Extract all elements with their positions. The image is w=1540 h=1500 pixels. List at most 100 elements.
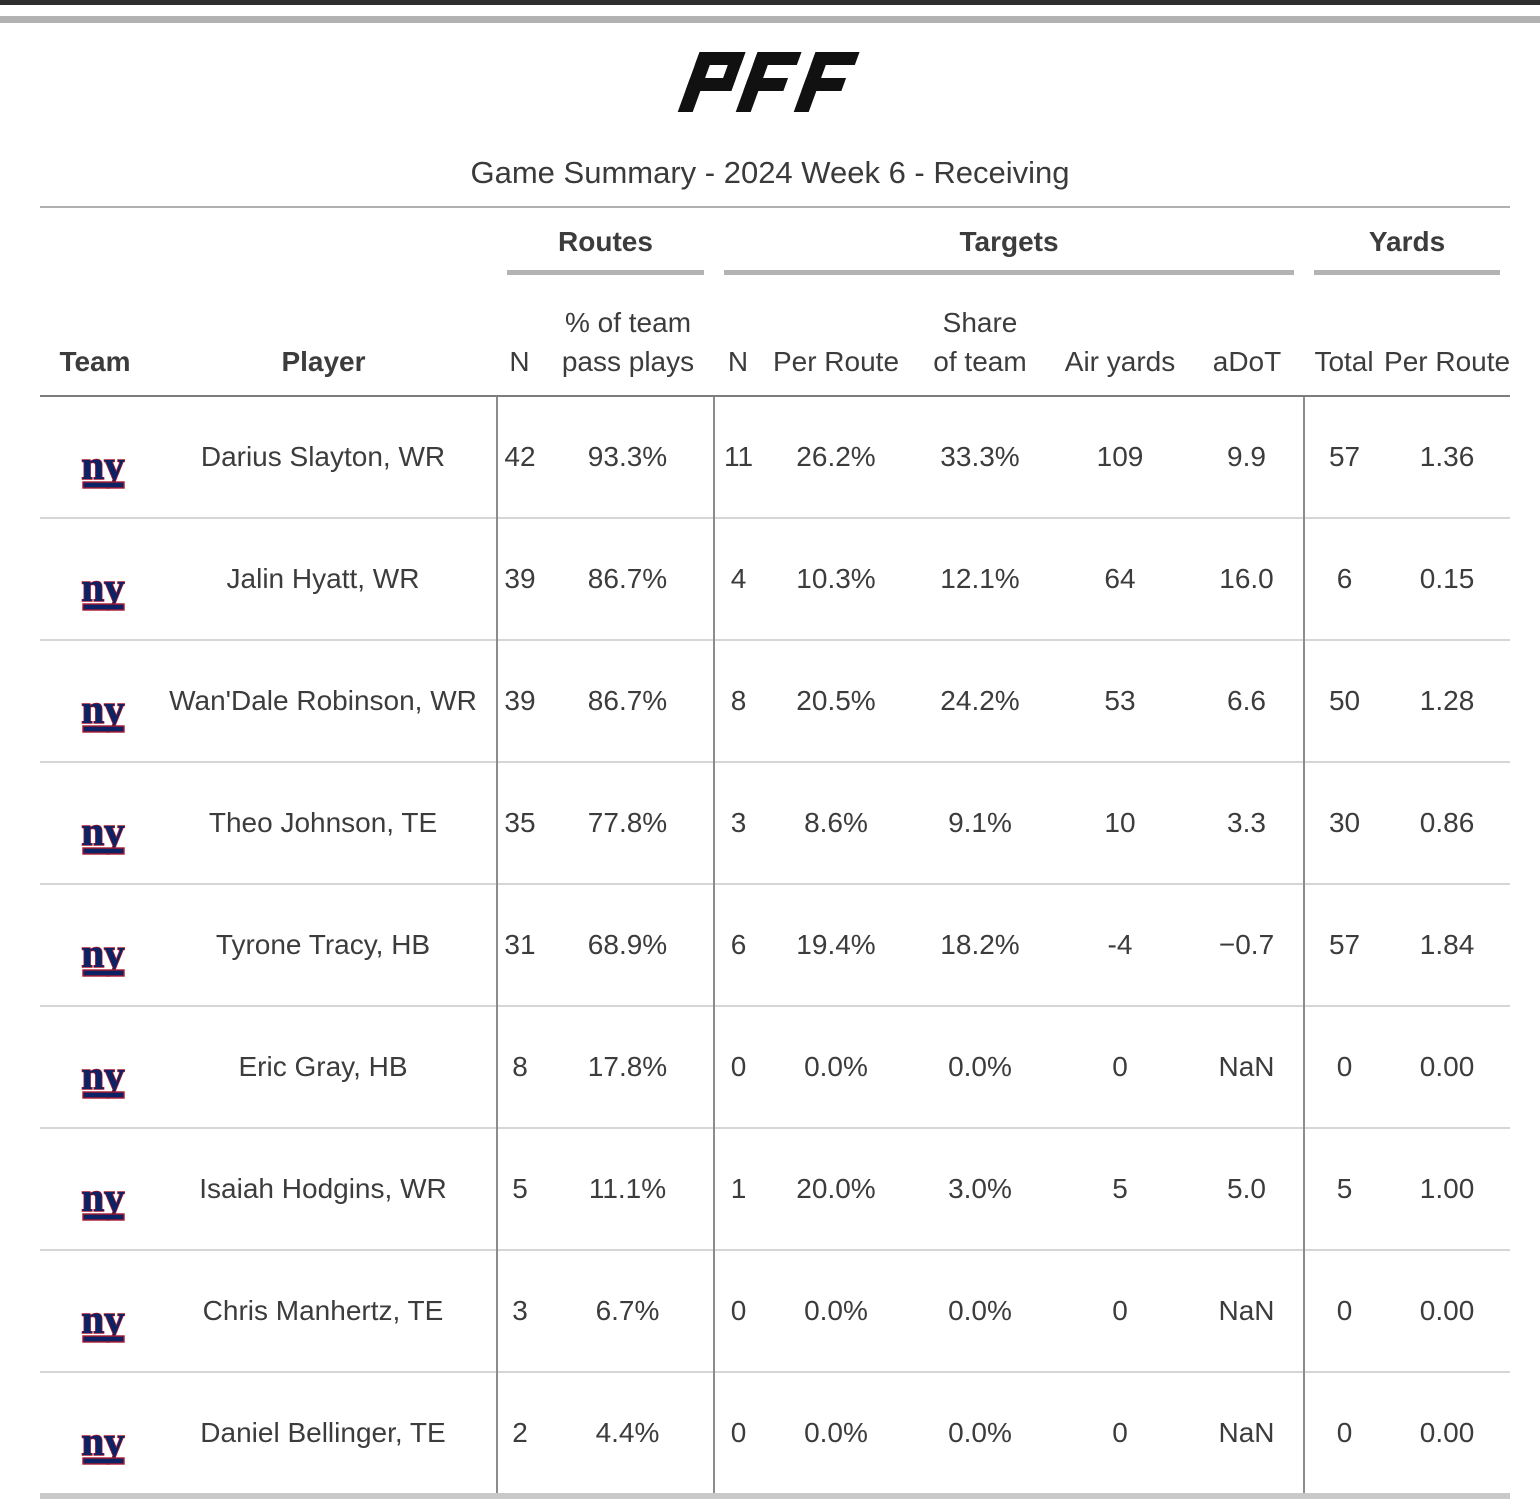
table-row: ny Tyrone Tracy, HB 31 68.9% 6 19.4% 18.2% -4−… — [40, 883, 1511, 1006]
team-cell: ny — [40, 1005, 150, 1128]
stat-cell: 11 — [713, 396, 762, 518]
stat-cell: 1.84 — [1384, 883, 1511, 1006]
svg-text:ny: ny — [81, 1422, 125, 1464]
player-cell: Eric Gray, HB — [150, 1005, 497, 1128]
stat-cell: 6.6 — [1190, 639, 1305, 762]
team-cell: ny — [40, 517, 150, 640]
table-row: ny Chris Manhertz, TE 3 6.7% 0 0.0% 0.0% 0 NaN 0… — [40, 1249, 1511, 1372]
team-cell: ny — [40, 1371, 150, 1493]
stat-cell: 0 — [1303, 1249, 1385, 1372]
table-row: ny Eric Gray, HB 8 17.8% 0 0.0% 0.0% 0 NaN 0 0.00 — [40, 1005, 1511, 1128]
stat-cell: 1.00 — [1384, 1127, 1511, 1250]
stat-cell: 6 — [1303, 517, 1385, 640]
player-cell: Chris Manhertz, TE — [150, 1249, 497, 1372]
stat-cell: 42 — [496, 396, 542, 518]
svg-text:ny: ny — [81, 446, 125, 488]
group-yards: Yards — [1304, 206, 1511, 275]
team-cell: ny — [40, 1249, 150, 1372]
column-header-row: Team Player N % of team pass plays N Per… — [40, 275, 1510, 397]
team-cell: ny — [40, 1127, 150, 1250]
stat-cell: 18.2% — [910, 883, 1050, 1006]
column-group-row: Routes Targets Yards — [40, 206, 1511, 275]
stat-cell: 39 — [496, 639, 542, 762]
player-cell: Tyrone Tracy, HB — [150, 883, 497, 1006]
stat-cell: NaN — [1190, 1005, 1305, 1128]
stat-cell: 0 — [1050, 1371, 1190, 1493]
svg-text:ny: ny — [81, 812, 125, 854]
stat-cell: 8 — [713, 639, 762, 762]
player-cell: Jalin Hyatt, WR — [150, 517, 497, 640]
stat-cell: 57 — [1303, 883, 1385, 1006]
player-cell: Darius Slayton, WR — [200, 441, 446, 472]
stat-cell: 64 — [1050, 517, 1190, 640]
stat-cell: 3 — [496, 1249, 542, 1372]
stat-cell: 31 — [496, 883, 542, 1006]
team-cell: ny — [40, 883, 150, 1006]
stat-cell: 4.4% — [542, 1371, 714, 1493]
top-divider-bar — [0, 16, 1540, 23]
stat-cell: 35 — [496, 761, 542, 884]
pff-logo — [677, 52, 860, 112]
stat-cell: 5 — [496, 1127, 542, 1250]
giants-logo: ny — [80, 807, 125, 855]
stat-cell: 39 — [496, 517, 542, 640]
stat-cell: 109 — [1096, 441, 1144, 472]
stat-cell: 1.36 — [1419, 441, 1475, 472]
giants-logo: ny — [80, 685, 125, 733]
svg-text:ny: ny — [81, 568, 125, 610]
giants-logo: ny — [80, 563, 125, 611]
svg-text:ny: ny — [81, 1178, 125, 1220]
group-blank — [40, 206, 497, 275]
stat-cell: 0.00 — [1384, 1005, 1511, 1128]
svg-text:ny: ny — [81, 1300, 125, 1342]
stat-cell: 0 — [713, 1249, 762, 1372]
stat-cell: 1.28 — [1384, 639, 1511, 762]
stat-cell: 2 — [496, 1371, 542, 1493]
col-header-yards-per-route: Per Route — [1384, 275, 1510, 397]
svg-text:ny: ny — [81, 934, 125, 976]
player-cell: Isaiah Hodgins, WR — [150, 1127, 497, 1250]
stat-cell: 68.9% — [542, 883, 714, 1006]
giants-logo: ny — [80, 929, 125, 977]
stat-cell: 0.86 — [1384, 761, 1511, 884]
stat-cell: 5 — [1303, 1127, 1385, 1250]
table-row: ny Darius Slayton, WR 42 93.3% 11 26.2% 33.3%… — [40, 396, 1510, 518]
col-header-routes-n: N — [497, 275, 542, 397]
table-row: ny Daniel Bellinger, TE 2 4.4% 0 0.0% 0.0% 0 Na… — [40, 1371, 1511, 1493]
group-underline — [724, 270, 1295, 275]
stat-cell: 16.0 — [1190, 517, 1305, 640]
stat-cell: -4 — [1050, 883, 1190, 1006]
stat-cell: 6 — [713, 883, 762, 1006]
stat-cell: 3 — [713, 761, 762, 884]
team-cell: ny — [40, 761, 150, 884]
stat-cell: 0.00 — [1384, 1249, 1511, 1372]
col-header-total: Total — [1304, 275, 1385, 397]
stat-cell: 20.5% — [762, 639, 910, 762]
giants-logo: ny — [80, 441, 125, 489]
player-cell: Daniel Bellinger, TE — [150, 1371, 497, 1493]
stat-cell: 19.4% — [762, 883, 910, 1006]
stat-cell: 0.15 — [1384, 517, 1511, 640]
group-underline — [507, 270, 704, 275]
player-cell: Theo Johnson, TE — [150, 761, 497, 884]
table-row: ny Jalin Hyatt, WR 39 86.7% 4 10.3% 12.1% 64 16… — [40, 517, 1511, 640]
table-bottom-rule — [40, 1493, 1510, 1499]
stat-cell: 0.00 — [1384, 1371, 1511, 1493]
stat-cell: 10 — [1050, 761, 1190, 884]
table-body: ny Darius Slayton, WR 42 93.3% 11 26.2% 33.3%… — [40, 396, 1511, 1493]
receiving-summary-table: Routes Targets Yards Team Player N % of … — [40, 206, 1510, 1493]
stat-cell: 0.0% — [910, 1249, 1050, 1372]
stat-cell: 1 — [713, 1127, 762, 1250]
col-header-share-of-team: Share of team — [910, 275, 1050, 397]
stat-cell: 0 — [1303, 1371, 1385, 1493]
player-cell: Wan'Dale Robinson, WR — [150, 639, 497, 762]
report-header: Game Summary - 2024 Week 6 - Receiving — [0, 48, 1540, 195]
stat-cell: 57 — [1303, 396, 1385, 518]
group-targets: Targets — [714, 206, 1305, 275]
stat-cell: 86.7% — [542, 639, 714, 762]
stat-cell: 0.0% — [762, 1249, 910, 1372]
stat-cell: 6.7% — [542, 1249, 714, 1372]
stat-cell: 11.1% — [542, 1127, 714, 1250]
stat-cell: 5 — [1050, 1127, 1190, 1250]
stat-cell: 0 — [1303, 1005, 1385, 1128]
